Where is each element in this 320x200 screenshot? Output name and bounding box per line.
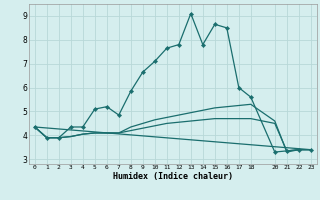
X-axis label: Humidex (Indice chaleur): Humidex (Indice chaleur)	[113, 172, 233, 181]
